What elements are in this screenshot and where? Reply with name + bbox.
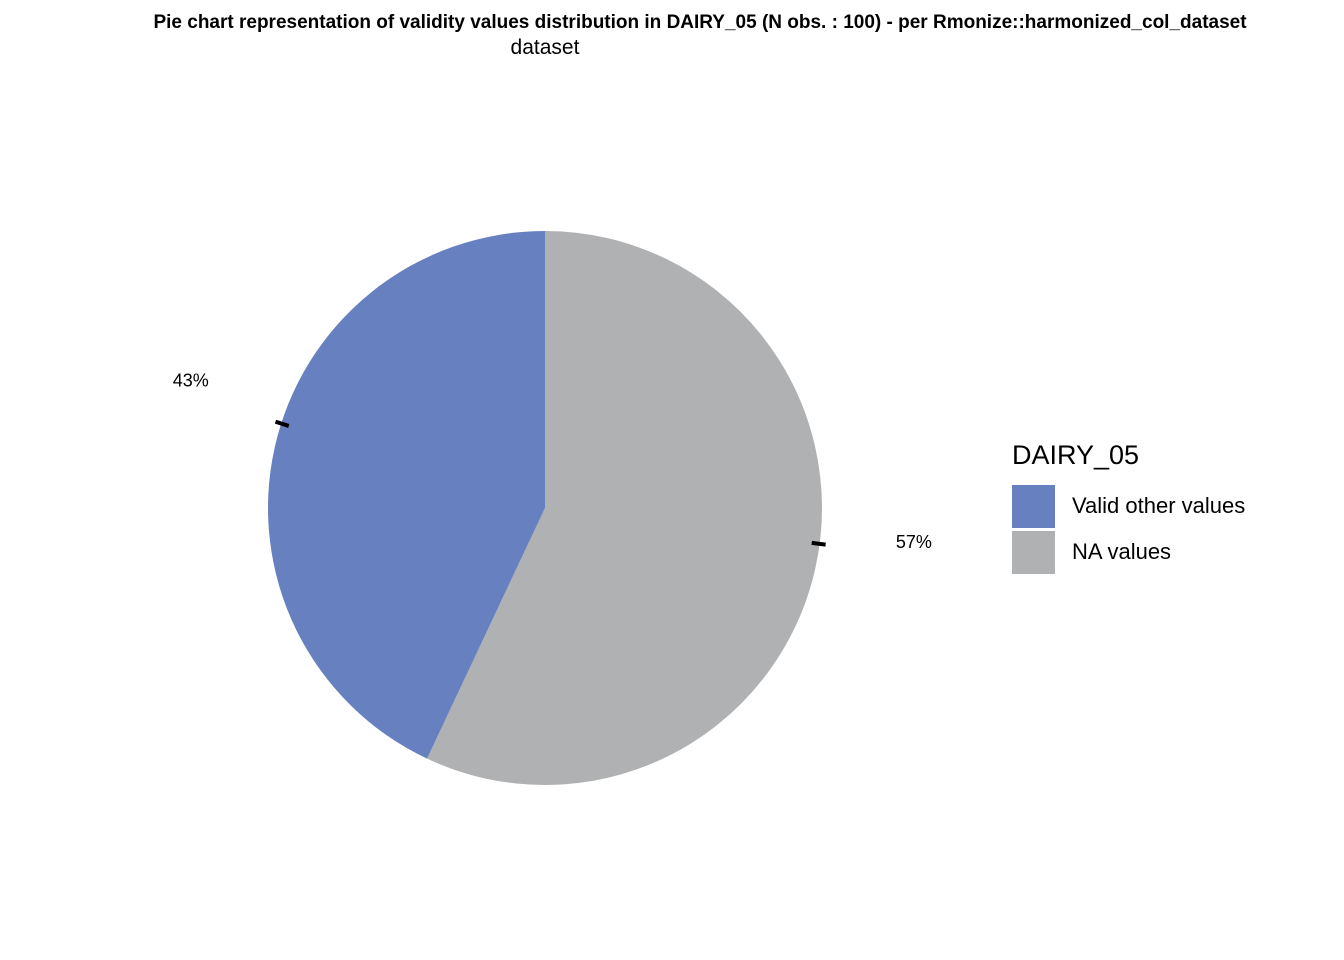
pie-tick-na <box>811 540 826 547</box>
legend: DAIRY_05 Valid other values NA values <box>1012 440 1245 575</box>
pie-label-valid: 43% <box>173 371 209 391</box>
legend-key-valid <box>1012 484 1055 528</box>
pie-slice-na <box>427 231 822 785</box>
legend-key-na <box>1012 530 1055 574</box>
legend-item-valid: Valid other values <box>1012 483 1245 529</box>
pie-label-na: 57% <box>896 532 932 552</box>
legend-label-na: NA values <box>1072 539 1172 564</box>
pie-slice-valid <box>268 231 545 759</box>
chart-title: Pie chart representation of validity val… <box>153 12 1247 33</box>
pie-tick-valid <box>274 419 290 428</box>
legend-item-na: NA values <box>1012 529 1245 575</box>
legend-title: DAIRY_05 <box>1012 440 1140 470</box>
chart-subtitle: dataset <box>510 36 580 59</box>
legend-label-valid: Valid other values <box>1072 493 1246 518</box>
